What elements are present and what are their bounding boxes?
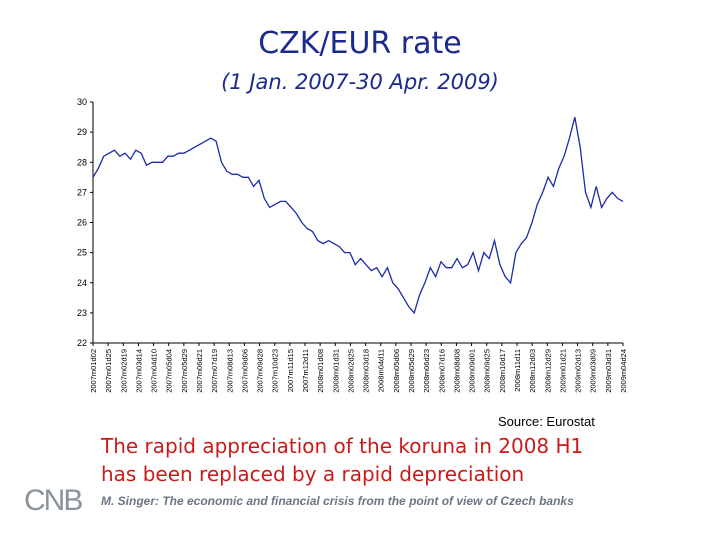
x-tick-label: 2009m03d09	[589, 349, 598, 393]
x-tick-label: 2007m01d25	[104, 349, 113, 393]
y-tick-label: 28	[77, 157, 87, 167]
x-tick-label: 2008m12d03	[528, 349, 537, 393]
x-tick-label: 2008m11d11	[513, 349, 522, 392]
caption-line-1: The rapid appreciation of the koruna in …	[101, 434, 584, 458]
x-tick-label: 2007m09d28	[256, 349, 265, 393]
x-tick-label: 2007m05d04	[165, 349, 174, 393]
slide-subtitle: (1 Jan. 2007-30 Apr. 2009)	[221, 70, 499, 94]
y-tick-label: 24	[77, 278, 87, 288]
x-tick-label: 2009m01d21	[558, 349, 567, 393]
series-line	[92, 116, 624, 315]
x-tick-label: 2008m03d18	[362, 349, 371, 393]
x-tick-label: 2008m07d16	[437, 349, 446, 393]
cnb-logo-text: CNB	[24, 484, 82, 517]
x-tick-label: 2008m05d29	[407, 349, 416, 393]
x-tick-label: 2008m05d06	[392, 349, 401, 393]
x-tick-label: 2008m09d25	[483, 349, 492, 393]
x-tick-label: 2007m06d21	[195, 349, 204, 393]
x-tick-label: 2008m01d31	[331, 349, 340, 393]
x-tick-label: 2008m04d11	[377, 349, 386, 392]
x-tick-label: 2007m08d13	[225, 349, 234, 393]
slide-caption: The rapid appreciation of the koruna in …	[101, 432, 701, 488]
x-tick-label: 2007m12d11	[301, 349, 310, 392]
x-tick-label: 2008m09d01	[468, 349, 477, 393]
x-tick-label: 2008m02d25	[346, 349, 355, 393]
y-tick-label: 22	[77, 338, 87, 348]
x-tick-label: 2007m02d19	[119, 349, 128, 393]
x-tick-label: 2007m09d06	[240, 349, 249, 393]
y-tick-label: 27	[77, 187, 87, 197]
x-tick-label: 2008m06d23	[422, 349, 431, 393]
x-tick-label: 2007m05d29	[180, 349, 189, 393]
x-tick-label: 2008m08d08	[452, 349, 461, 393]
y-tick-label: 26	[77, 218, 87, 228]
cnb-logo: CNB	[24, 484, 84, 517]
y-tick-label: 25	[77, 248, 87, 258]
x-tick-label: 2007m10d23	[271, 349, 280, 393]
slide-title: CZK/EUR rate	[258, 26, 462, 61]
x-tick-label: 2007m01d02	[89, 349, 98, 393]
slide-footer: M. Singer: The economic and financial cr…	[101, 494, 574, 508]
line-chart: 22 23 24 25 26 27 28 29 30 2007m01d02 2007m01d25 2…	[77, 97, 628, 393]
x-tick-label: 2007m11d15	[286, 349, 295, 392]
y-tick-label: 23	[77, 308, 87, 318]
x-tick-label: 2008m10d17	[498, 349, 507, 393]
x-tick-label: 2009m03d31	[604, 349, 613, 393]
x-tick-label: 2009m02d13	[574, 349, 583, 393]
x-tick-label: 2008m01d08	[316, 349, 325, 393]
y-tick-label: 30	[77, 97, 87, 107]
x-tick-label: 2008m12d29	[543, 349, 552, 393]
chart-source: Source: Eurostat	[498, 414, 595, 429]
x-tick-label: 2007m03d14	[134, 349, 143, 393]
x-tick-label: 2007m04d10	[150, 349, 159, 393]
x-tick-label: 2007m07d19	[210, 349, 219, 393]
y-tick-label: 29	[77, 127, 87, 137]
caption-line-2: has been replaced by a rapid depreciatio…	[101, 462, 525, 486]
x-tick-label: 2009m04d24	[619, 349, 628, 393]
